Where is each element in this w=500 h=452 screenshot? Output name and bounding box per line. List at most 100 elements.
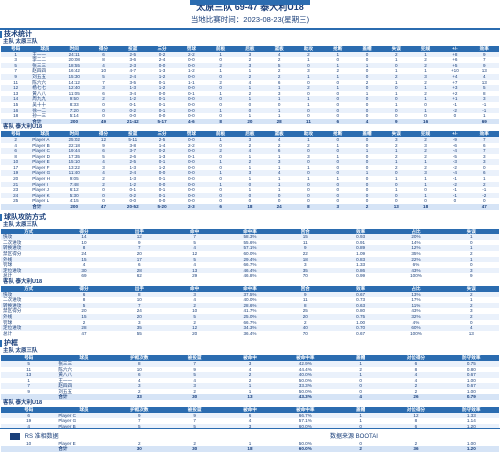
team-label-away-lineups: 客队 泰大利U18: [3, 278, 43, 285]
column-header: 被命中率: [277, 407, 333, 413]
column-header: 方式: [1, 228, 57, 235]
column-header: 占比: [388, 285, 444, 292]
table-row: 2 Player A 25:02 12 5-11 2-5 0-0 1 3 4 1 0 0 3 2 -9 7: [1, 136, 499, 143]
table-cell: 8: [82, 297, 86, 303]
column-header: 抢断: [323, 46, 353, 52]
table-cell: 57.1%: [222, 245, 278, 251]
table-cell: 0-1: [188, 153, 195, 159]
table-cell: 9: [102, 142, 105, 148]
table-cell: 11: [13, 79, 19, 85]
table-cell: 0: [205, 192, 236, 199]
table-cell: 0: [381, 85, 411, 91]
total-cell: 5-17: [147, 118, 177, 125]
table-cell: 7: [102, 79, 105, 85]
match-title: 太原三队 69-47 泰大利U18: [196, 2, 304, 12]
table-cell: 5: [111, 423, 167, 430]
table-cell: 3-8: [129, 142, 137, 148]
table-cell: 17: [13, 164, 19, 170]
table-row: 23 Player J 6:12 0 0-1 0-1 0-0 0 1 1 0 0 0 1 0 -1 -1: [1, 187, 499, 193]
away-lineups-table: 方式 得分 出手 命中 命中率 回合 效率 占比 失误 快攻 6 8 3 37.5% 9 0.67 13% 2 二次…: [1, 285, 499, 336]
column-header: 号码: [1, 407, 57, 413]
table-cell: 1: [205, 136, 236, 143]
table-row: 8 Player D 17:35 5 2-6 1-3 0-1 0 1 1 3 1 0 2 2 -5 3: [1, 154, 499, 160]
table-cell: 0.83: [332, 256, 389, 263]
table-cell: 2: [277, 68, 281, 74]
table-cell: 3: [381, 136, 411, 143]
table-cell: 9: [469, 51, 499, 58]
column-header: 对位得分: [388, 407, 444, 413]
table-cell: 2: [424, 57, 427, 63]
table-cell: 12: [388, 412, 444, 419]
footer-left-text: RS 准相数据: [24, 434, 59, 440]
table-cell: 3: [166, 291, 223, 298]
table-cell: 0-1: [147, 159, 177, 165]
table-total-row: 合计 33 30 13 43.3% 4 26 0.79: [1, 394, 499, 401]
column-header: 命中率: [222, 228, 278, 235]
table-cell: 1: [410, 51, 441, 58]
table-cell: 9: [111, 412, 167, 419]
total-cell: 6: [205, 204, 236, 210]
table-cell: 0: [395, 198, 398, 204]
column-header: 投篮: [118, 46, 148, 52]
column-header: 被命中: [222, 407, 278, 413]
total-cell: 20: [235, 118, 265, 125]
table-cell: 11: [26, 366, 32, 372]
table-cell: 0: [277, 101, 281, 107]
table-cell: 0: [424, 198, 427, 204]
table-cell: 1: [352, 62, 382, 69]
table-cell: 0-1: [158, 176, 166, 182]
table-cell: 1-3: [129, 164, 137, 170]
table-cell: 周九九: [30, 96, 60, 102]
table-cell: 1.14: [466, 418, 476, 424]
table-cell: 0: [381, 107, 411, 114]
table-cell: 刘五五: [30, 73, 60, 80]
table-cell: 12: [1, 85, 31, 91]
table-cell: -3: [440, 159, 470, 165]
table-cell: 0: [365, 57, 369, 63]
table-cell: 7: [111, 245, 167, 251]
total-cell: 30: [166, 394, 223, 401]
total-cell: 8: [293, 204, 324, 210]
table-cell: 10: [192, 308, 198, 314]
table-cell: 1: [205, 170, 236, 177]
table-cell: 1: [235, 96, 265, 102]
table-cell: 1: [219, 90, 222, 96]
table-cell: 4: [1, 423, 57, 430]
table-cell: 0.99: [356, 273, 366, 279]
table-cell: -1: [482, 101, 487, 107]
table-cell: 55.6%: [243, 239, 257, 245]
table-cell: 7: [469, 148, 499, 154]
table-cell: 1: [395, 68, 398, 74]
total-cell: 18: [235, 204, 265, 210]
table-cell: 0-0: [176, 192, 206, 199]
total-cell: 8: [205, 118, 236, 125]
table-cell: 6: [1, 412, 57, 419]
table-cell: 4: [248, 79, 252, 85]
total-cell: 69: [469, 118, 499, 125]
table-cell: 20: [192, 330, 198, 336]
column-header: 得分: [56, 228, 112, 235]
table-cell: 6: [469, 170, 499, 177]
table-cell: 0.91: [356, 239, 366, 245]
table-cell: 70: [302, 273, 308, 279]
table-cell: 0-1: [147, 96, 177, 102]
column-header: 号码: [1, 131, 31, 137]
table-cell: 3: [235, 170, 265, 177]
table-cell: 1: [443, 234, 499, 240]
table-cell: 0-2: [118, 192, 148, 199]
header-banner: [190, 0, 310, 5]
table-cell: 35: [111, 325, 167, 331]
table-cell: 24: [1, 192, 31, 199]
table-header-row: 号码 球员 时间 得分 投篮 三分 罚球 前板 后板 篮板 助攻 抢断 盖帽 失误 犯规 +/- 效率: [1, 46, 499, 52]
table-cell: 4: [88, 62, 119, 69]
table-cell: 37.5%: [222, 291, 278, 298]
table-cell: 0-1: [129, 101, 137, 107]
table-cell: 0-0: [176, 170, 206, 177]
table-cell: 4: [14, 142, 17, 148]
total-cell: 3: [323, 204, 353, 210]
table-cell: 8: [102, 57, 105, 63]
table-cell: 15: [56, 313, 112, 320]
away-stats-table: 号码 球员 时间 得分 投篮 三分 罚球 前板 后板 篮板 助攻 抢断 盖帽 失误 犯规 +/- 效率 2 Play…: [1, 131, 499, 210]
table-cell: 1: [219, 68, 222, 74]
table-cell: 1: [352, 148, 382, 154]
